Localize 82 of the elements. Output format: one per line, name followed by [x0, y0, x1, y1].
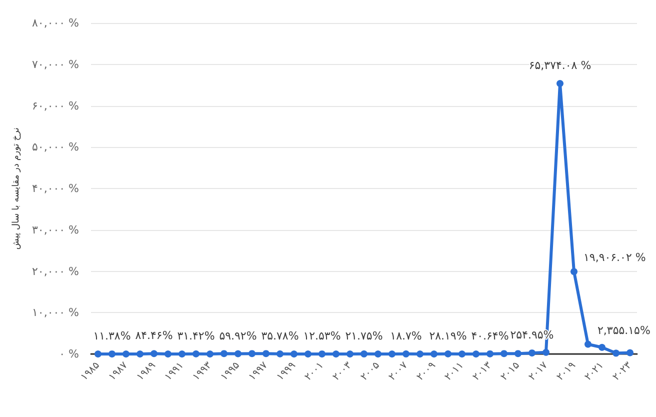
- point: [402, 350, 410, 358]
- point: [136, 350, 144, 358]
- point: [150, 350, 158, 358]
- x-tick-label: ۲۰۰۵: [358, 360, 382, 384]
- y-tick-label: ۲۰,۰۰۰ %: [32, 264, 79, 278]
- x-tick-label: ۲۰۰۹: [414, 360, 438, 384]
- data-label: ۸۴.۴۶%: [135, 329, 173, 342]
- y-tick-label: ۴۰,۰۰۰ %: [32, 182, 79, 195]
- point: [192, 350, 200, 358]
- x-tick-label: ۱۹۹۱: [162, 360, 186, 384]
- x-tick-label: ۲۰۱۷: [526, 360, 550, 384]
- x-tick-label: ۱۹۸۵: [78, 360, 102, 384]
- point: [458, 350, 466, 358]
- x-tick-label: ۱۹۹۹: [274, 360, 298, 384]
- point: [178, 350, 186, 358]
- data-label: ۱۹,۹۰۶.۰۲ %: [584, 251, 646, 264]
- point: [388, 350, 396, 358]
- point: [500, 350, 508, 358]
- y-tick-label: ۳۰,۰۰۰ %: [32, 223, 79, 236]
- point: [612, 350, 620, 357]
- x-tick-label: ۱۹۹۵: [218, 360, 242, 384]
- point: [94, 350, 102, 358]
- data-label: ۵۹.۹۲%: [219, 329, 257, 342]
- point: [444, 350, 452, 358]
- x-tick-label: ۱۹۸۹: [134, 360, 158, 384]
- x-tick-label: ۲۰۱۹: [554, 360, 578, 384]
- point: [360, 350, 368, 358]
- x-tick-label: ۱۹۹۷: [246, 360, 270, 384]
- point: [122, 350, 130, 358]
- y-tick-label: ۰ %: [59, 348, 79, 360]
- point: [626, 349, 634, 356]
- x-tick-label: ۲۰۲۱: [582, 360, 606, 384]
- y-tick-label: ۶۰,۰۰۰ %: [32, 99, 79, 112]
- point: [570, 268, 578, 276]
- point: [514, 350, 522, 358]
- point: [430, 350, 438, 358]
- data-label: ۶۵,۳۷۴.۰۸ %: [528, 59, 592, 72]
- point: [262, 350, 270, 358]
- point: [486, 350, 494, 358]
- data-label: ۱۲.۵۳%: [303, 329, 341, 342]
- y-tick-label: ۸۰,۰۰۰ %: [32, 16, 79, 30]
- point: [332, 350, 340, 358]
- point: [346, 350, 354, 358]
- data-label: ۲۱.۷۵%: [345, 329, 383, 342]
- x-tick-label: ۲۰۰۳: [330, 360, 354, 384]
- point: [584, 340, 592, 348]
- data-label: ۲۸.۱۹%: [429, 329, 467, 342]
- point: [472, 350, 480, 358]
- data-label: ۳۵.۷۸%: [261, 329, 299, 342]
- x-tick-label: ۲۰۱۳: [470, 360, 494, 384]
- point: [206, 350, 214, 358]
- data-label: ۲,۳۵۵.۱۵%: [598, 324, 650, 337]
- x-tick-label: ۲۰۰۱: [302, 360, 326, 384]
- point: [290, 350, 298, 358]
- x-tick-label: ۱۹۸۷: [106, 360, 130, 384]
- x-tick-label: ۲۰۲۳: [610, 360, 634, 384]
- point: [276, 350, 284, 358]
- data-label: ۴۰.۶۴%: [471, 329, 509, 342]
- point: [318, 350, 326, 358]
- point: [234, 350, 242, 358]
- point: [416, 350, 424, 358]
- point: [108, 350, 116, 358]
- y-tick-label: ۷۰,۰۰۰ %: [32, 58, 79, 71]
- point: [220, 350, 228, 358]
- point: [542, 348, 550, 356]
- point: [528, 349, 536, 356]
- x-tick-label: ۲۰۱۱: [442, 360, 466, 384]
- y-tick-label: ۵۰,۰۰۰ %: [32, 140, 79, 154]
- x-tick-label: ۱۹۹۳: [190, 360, 214, 384]
- point: [304, 350, 312, 358]
- y-tick-label: ۱۰,۰۰۰ %: [32, 306, 79, 320]
- y-axis-title: نرخ تورم در مقایسه با سال پیش: [12, 127, 22, 250]
- data-label: ۱۸.۷%: [390, 329, 422, 342]
- x-tick-label: ۲۰۱۵: [498, 360, 522, 384]
- point: [374, 350, 382, 358]
- x-tick-label: ۲۰۰۷: [386, 360, 410, 384]
- point: [598, 344, 606, 351]
- point: [556, 80, 564, 88]
- data-label: ۳۱.۴۲%: [177, 329, 215, 342]
- data-label: ۱۱.۳۸%: [93, 329, 131, 342]
- point: [164, 350, 172, 358]
- point: [248, 350, 256, 358]
